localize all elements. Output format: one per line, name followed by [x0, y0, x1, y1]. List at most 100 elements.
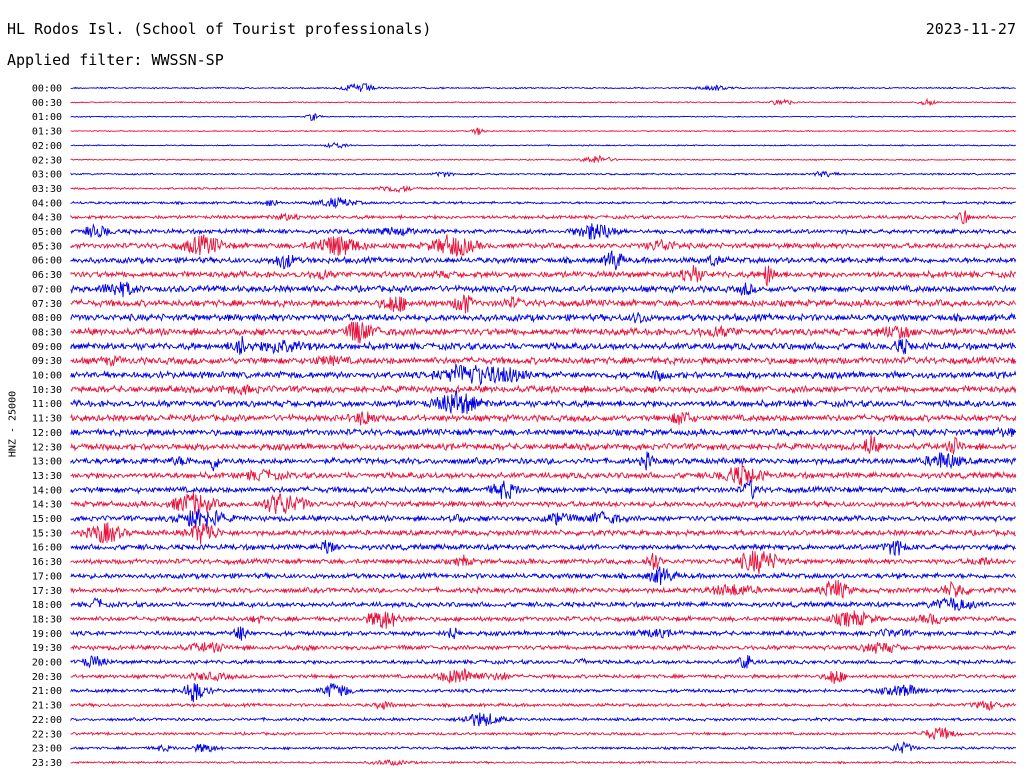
- seismic-trace: [70, 170, 1016, 178]
- row-time-label: 11:00: [32, 399, 62, 410]
- row-time-label: 11:30: [32, 414, 62, 425]
- seismic-trace: [70, 759, 1017, 767]
- row-time-label: 00:30: [32, 98, 62, 109]
- row-time-label: 18:30: [32, 614, 62, 625]
- row-time-label: 02:00: [32, 141, 62, 152]
- seismic-trace: [70, 335, 1017, 355]
- row-time-label: 00:00: [32, 84, 62, 95]
- row-time-label: 07:30: [32, 299, 62, 310]
- seismic-trace: [70, 463, 1017, 487]
- seismic-trace: [70, 550, 1016, 574]
- row-time-label: 08:30: [32, 327, 62, 338]
- row-time-label: 22:00: [32, 715, 62, 726]
- row-time-label: 03:00: [32, 170, 62, 181]
- seismic-trace: [70, 142, 1016, 149]
- row-time-label: 12:00: [32, 428, 62, 439]
- seismic-trace: [70, 113, 1016, 121]
- seismic-trace: [70, 509, 1017, 529]
- seismic-trace: [70, 667, 1017, 685]
- row-time-label: 03:30: [32, 184, 62, 195]
- seismic-trace: [70, 522, 1016, 545]
- seismic-trace: [70, 683, 1016, 703]
- row-time-label: 21:00: [32, 686, 62, 697]
- seismic-trace: [70, 311, 1017, 324]
- seismic-trace: [70, 127, 1016, 136]
- seismic-trace: [70, 281, 1017, 298]
- row-time-label: 13:30: [32, 471, 62, 482]
- row-time-label: 14:30: [32, 500, 62, 511]
- seismic-trace: [70, 97, 1016, 106]
- row-time-label: 01:00: [32, 112, 62, 123]
- seismic-trace: [70, 741, 1017, 754]
- row-time-label: 23:00: [32, 744, 62, 755]
- row-time-label: 12:30: [32, 442, 62, 453]
- seismic-trace: [70, 700, 1017, 712]
- row-time-label: 10:00: [32, 371, 62, 382]
- row-time-label: 05:00: [32, 227, 62, 238]
- station-title: HL Rodos Isl. (School of Tourist profess…: [7, 20, 432, 38]
- row-time-label: 09:00: [32, 342, 62, 353]
- seismic-trace: [70, 411, 1017, 426]
- seismic-trace: [70, 426, 1017, 438]
- seismic-trace: [70, 154, 1016, 164]
- row-time-label: 17:30: [32, 586, 62, 597]
- seismic-trace: [70, 383, 1017, 396]
- row-time-label: 20:30: [32, 672, 62, 683]
- seismic-trace: [70, 210, 1017, 225]
- row-time-label: 05:30: [32, 241, 62, 252]
- row-time-label: 18:00: [32, 600, 62, 611]
- row-time-label: 21:30: [32, 701, 62, 712]
- seismic-trace: [70, 626, 1017, 641]
- row-time-label: 04:30: [32, 213, 62, 224]
- seismic-trace: [70, 726, 1017, 740]
- row-time-label: 17:00: [32, 571, 62, 582]
- seismic-trace: [70, 354, 1017, 368]
- row-time-label: 22:30: [32, 729, 62, 740]
- row-time-label: 13:00: [32, 457, 62, 468]
- seismic-trace: [70, 435, 1017, 455]
- seismic-trace: [70, 321, 1017, 344]
- seismic-trace: [70, 250, 1017, 271]
- seismic-trace: [70, 596, 1017, 612]
- seismic-trace: [70, 478, 1017, 500]
- row-time-label: 19:00: [32, 629, 62, 640]
- row-time-label: 16:30: [32, 557, 62, 568]
- row-time-label: 06:30: [32, 270, 62, 281]
- seismic-trace: [70, 390, 1017, 414]
- row-time-label: 04:00: [32, 198, 62, 209]
- row-time-label: 01:30: [32, 127, 62, 138]
- row-time-label: 10:30: [32, 385, 62, 396]
- seismic-trace: [70, 540, 1016, 557]
- seismic-trace: [70, 451, 1017, 472]
- record-date: 2023-11-27: [925, 20, 1016, 38]
- row-time-label: 02:30: [32, 155, 62, 166]
- row-time-label: 15:00: [32, 514, 62, 525]
- row-time-label: 15:30: [32, 528, 62, 539]
- row-time-label: 07:00: [32, 284, 62, 295]
- seismic-trace: [70, 83, 1016, 92]
- seismic-trace: [70, 234, 1017, 257]
- seismic-trace: [70, 712, 1017, 727]
- seismic-trace: [70, 223, 1017, 240]
- row-time-label: 14:00: [32, 485, 62, 496]
- seismic-trace: [70, 184, 1017, 194]
- row-time-label: 16:00: [32, 543, 62, 554]
- seismic-trace: [70, 654, 1016, 669]
- row-time-label: 08:00: [32, 313, 62, 324]
- seismic-trace: [70, 579, 1017, 599]
- row-time-label: 09:30: [32, 356, 62, 367]
- seismic-trace: [70, 265, 1017, 287]
- seismic-trace: [70, 566, 1017, 586]
- filter-label: Applied filter: WWSSN-SP: [7, 51, 224, 69]
- row-time-label: 23:30: [32, 758, 62, 769]
- row-time-label: 06:00: [32, 256, 62, 267]
- seismic-trace: [70, 363, 1017, 386]
- seismic-trace: [70, 294, 1017, 314]
- seismic-trace: [70, 491, 1016, 515]
- row-time-label: 19:30: [32, 643, 62, 654]
- seismic-trace: [70, 610, 1017, 629]
- seismic-trace: [70, 641, 1016, 654]
- row-time-label: 20:00: [32, 658, 62, 669]
- seismic-trace: [70, 196, 1016, 210]
